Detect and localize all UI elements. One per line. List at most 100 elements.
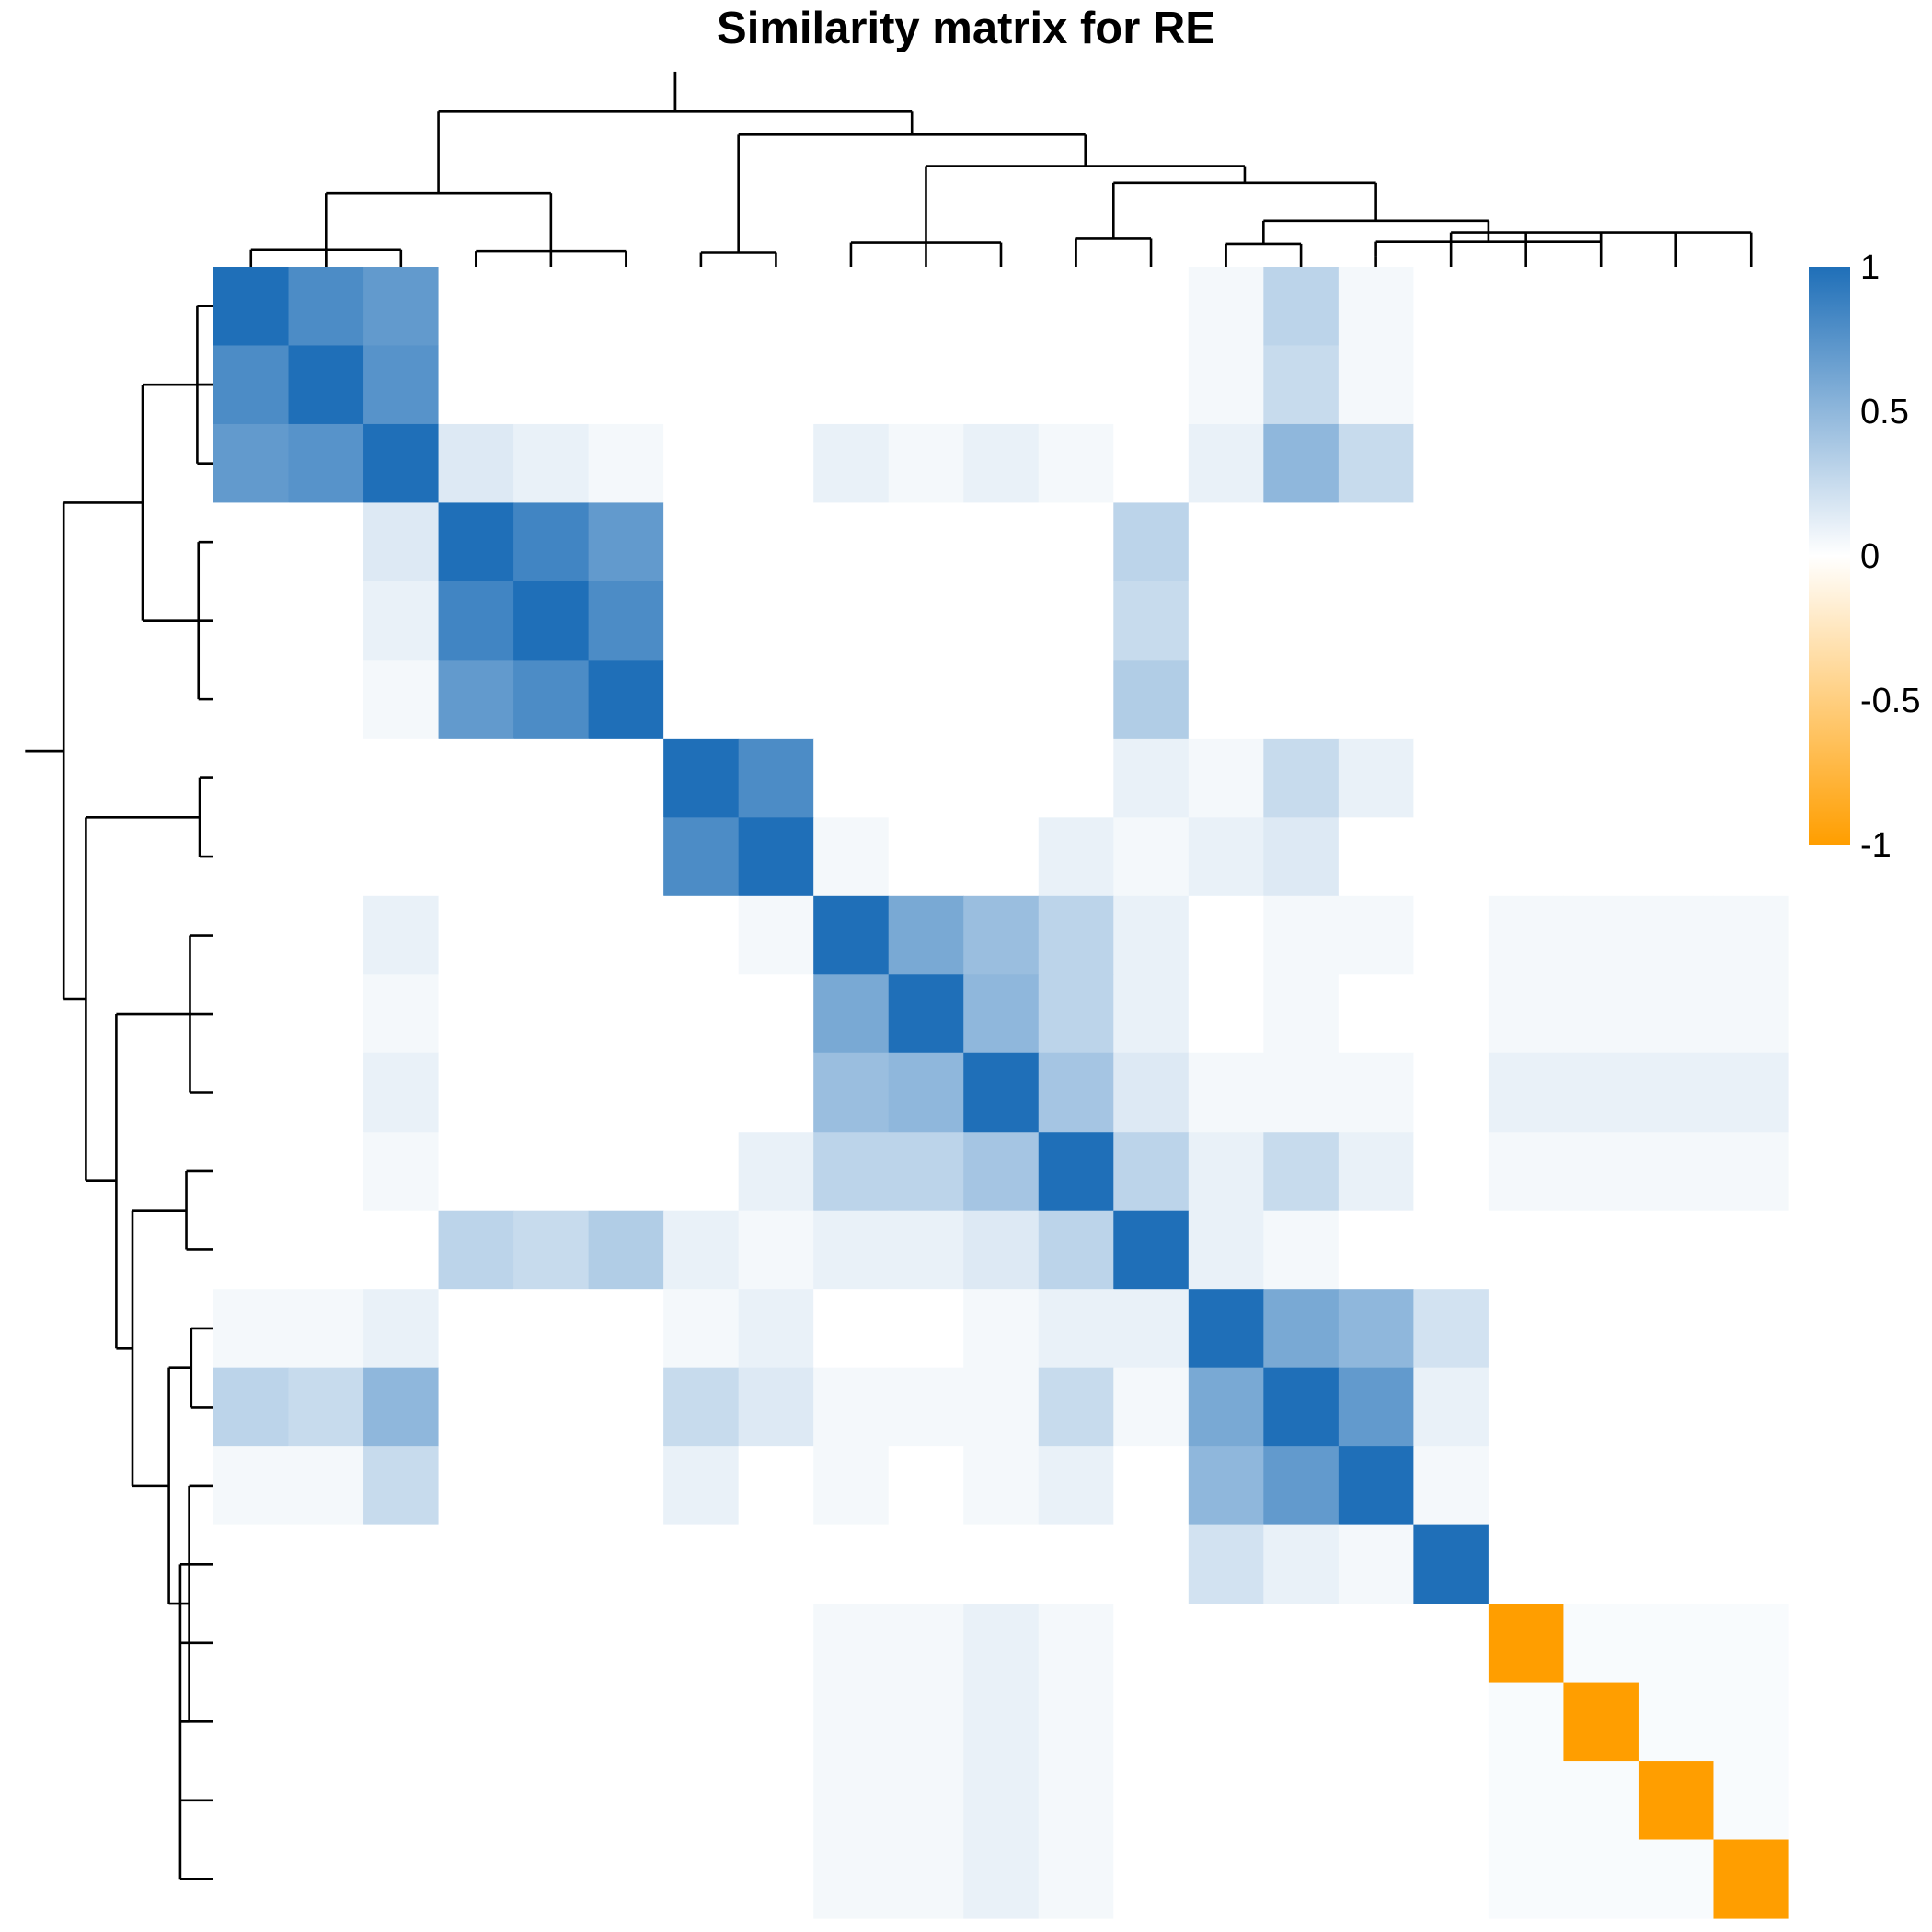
heatmap-cell bbox=[438, 1446, 514, 1526]
heatmap-cell bbox=[1263, 1682, 1340, 1762]
heatmap-cell bbox=[738, 817, 814, 897]
heatmap-cell bbox=[1038, 581, 1114, 661]
heatmap-cell bbox=[1263, 502, 1340, 582]
heatmap-cell bbox=[1638, 1682, 1715, 1762]
heatmap-cell bbox=[513, 581, 590, 661]
heatmap-cell bbox=[1188, 1604, 1264, 1684]
heatmap-cell bbox=[1113, 974, 1190, 1054]
heatmap-cell bbox=[1338, 895, 1414, 975]
heatmap-cell bbox=[663, 1446, 740, 1526]
heatmap-cell bbox=[1263, 1446, 1340, 1526]
heatmap-cell bbox=[1188, 1446, 1264, 1526]
heatmap-cell bbox=[1263, 345, 1340, 425]
top-dendrogram bbox=[249, 71, 1753, 267]
heatmap-cell bbox=[1488, 1367, 1565, 1447]
heatmap-cell bbox=[738, 1839, 814, 1919]
heatmap-cell bbox=[963, 1289, 1040, 1369]
heatmap-cell bbox=[363, 738, 440, 818]
heatmap-cell bbox=[1188, 1839, 1264, 1919]
heatmap-cell bbox=[513, 1604, 590, 1684]
heatmap-cell bbox=[888, 1524, 964, 1604]
heatmap-cell bbox=[588, 1682, 664, 1762]
heatmap-cell bbox=[1563, 1604, 1639, 1684]
heatmap-cell bbox=[1338, 817, 1414, 897]
heatmap-cell bbox=[1338, 1604, 1414, 1684]
heatmap-cell bbox=[813, 738, 890, 818]
heatmap-cell bbox=[1263, 1367, 1340, 1447]
heatmap-cell bbox=[738, 1289, 814, 1369]
heatmap-cell bbox=[438, 817, 514, 897]
heatmap-cell bbox=[288, 1289, 364, 1369]
left-dendrogram bbox=[25, 305, 213, 1880]
heatmap-cell bbox=[1188, 660, 1264, 740]
heatmap-cell bbox=[1638, 1604, 1715, 1684]
heatmap-cell bbox=[1188, 502, 1264, 582]
heatmap-cell bbox=[288, 738, 364, 818]
heatmap-cell bbox=[1263, 660, 1340, 740]
heatmap-cell bbox=[1263, 1210, 1340, 1290]
heatmap-cell bbox=[663, 738, 740, 818]
heatmap-cell bbox=[1638, 581, 1715, 661]
heatmap-cell bbox=[513, 817, 590, 897]
heatmap-cell bbox=[1038, 895, 1114, 975]
heatmap-cell bbox=[1638, 817, 1715, 897]
heatmap-cell bbox=[1713, 738, 1789, 818]
heatmap-cell bbox=[1488, 660, 1565, 740]
heatmap-cell bbox=[213, 1367, 290, 1447]
heatmap-cell bbox=[963, 267, 1040, 347]
heatmap-cell bbox=[1188, 1132, 1264, 1212]
heatmap-cell bbox=[588, 581, 664, 661]
heatmap-cell bbox=[363, 1604, 440, 1684]
heatmap-cell bbox=[888, 1839, 964, 1919]
heatmap-cell bbox=[1113, 1210, 1190, 1290]
heatmap-cell bbox=[1413, 1052, 1489, 1133]
heatmap-cell bbox=[1563, 1132, 1639, 1212]
heatmap-cell bbox=[1488, 738, 1565, 818]
heatmap-cell bbox=[588, 1052, 664, 1133]
heatmap-cell bbox=[1413, 1839, 1489, 1919]
heatmap-cell bbox=[963, 581, 1040, 661]
heatmap-cell bbox=[363, 1210, 440, 1290]
heatmap-cell bbox=[588, 974, 664, 1054]
heatmap-cell bbox=[1638, 345, 1715, 425]
heatmap-cell bbox=[363, 817, 440, 897]
heatmap-cell bbox=[1113, 502, 1190, 582]
heatmap-cell bbox=[1488, 502, 1565, 582]
heatmap-cell bbox=[813, 660, 890, 740]
heatmap-cell bbox=[1413, 345, 1489, 425]
heatmap-cell bbox=[1713, 1761, 1789, 1841]
heatmap-cell bbox=[288, 817, 364, 897]
heatmap-cell bbox=[1413, 1289, 1489, 1369]
heatmap-cell bbox=[1263, 581, 1340, 661]
heatmap-cell bbox=[588, 660, 664, 740]
heatmap-cell bbox=[963, 1524, 1040, 1604]
heatmap-cell bbox=[888, 738, 964, 818]
heatmap-cell bbox=[1413, 502, 1489, 582]
heatmap-cell bbox=[1488, 423, 1565, 504]
heatmap-cell bbox=[1563, 1367, 1639, 1447]
heatmap-cell bbox=[438, 1761, 514, 1841]
heatmap-cell bbox=[1638, 1052, 1715, 1133]
heatmap-cell bbox=[888, 1446, 964, 1526]
heatmap-cell bbox=[438, 502, 514, 582]
heatmap-cell bbox=[813, 974, 890, 1054]
heatmap-cell bbox=[438, 1604, 514, 1684]
heatmap-cell bbox=[438, 1132, 514, 1212]
heatmap-cell bbox=[1563, 1524, 1639, 1604]
heatmap-cell bbox=[288, 1682, 364, 1762]
heatmap-cell bbox=[213, 1289, 290, 1369]
heatmap-cell bbox=[588, 423, 664, 504]
heatmap-cell bbox=[363, 1761, 440, 1841]
heatmap-cell bbox=[1263, 423, 1340, 504]
heatmap-cell bbox=[1113, 1367, 1190, 1447]
heatmap-cell bbox=[288, 1210, 364, 1290]
heatmap-cell bbox=[288, 895, 364, 975]
heatmap-cell bbox=[1113, 895, 1190, 975]
heatmap-cell bbox=[1113, 1839, 1190, 1919]
heatmap-cell bbox=[513, 423, 590, 504]
heatmap-cell bbox=[1188, 974, 1264, 1054]
heatmap-cell bbox=[813, 502, 890, 582]
heatmap-cell bbox=[1038, 1289, 1114, 1369]
heatmap-cell bbox=[663, 502, 740, 582]
heatmap-cell bbox=[813, 817, 890, 897]
